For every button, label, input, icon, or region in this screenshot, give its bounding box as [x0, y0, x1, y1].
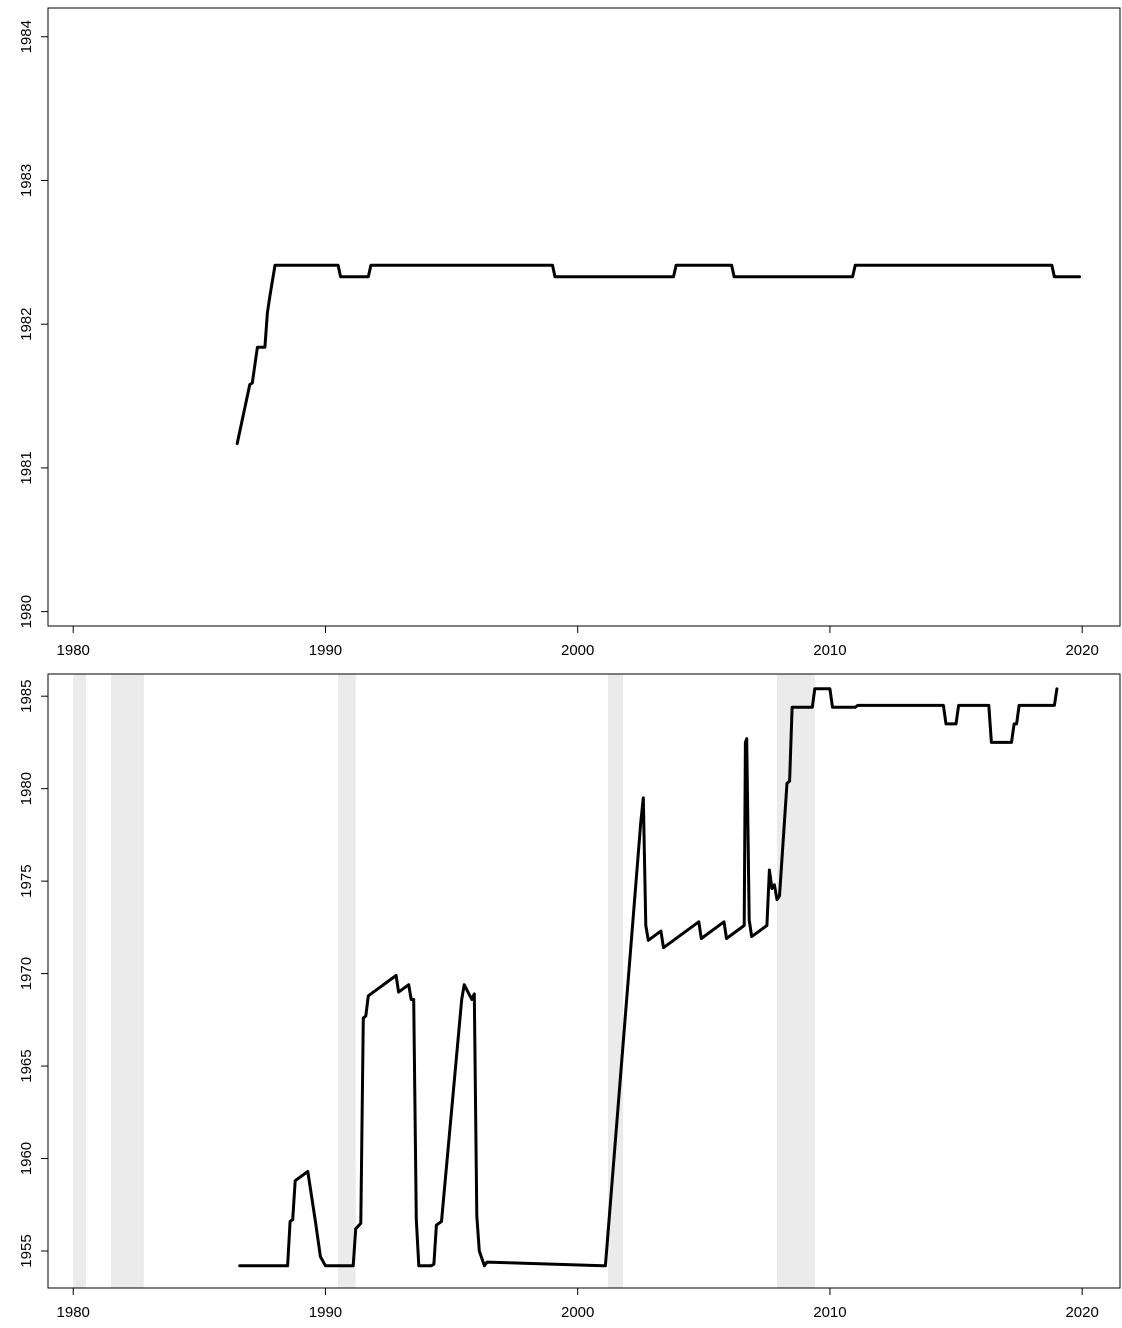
x-tick-label: 1990 — [309, 1304, 342, 1321]
y-tick-label: 1984 — [18, 20, 35, 53]
y-tick-label: 1970 — [18, 957, 35, 990]
x-tick-label: 2010 — [813, 642, 846, 659]
series-line-0 — [235, 263, 1082, 445]
plot-frame — [47, 673, 1121, 1289]
y-tick-label: 1982 — [18, 307, 35, 340]
y-tick-label: 1980 — [18, 595, 35, 628]
x-tick-label: 2000 — [561, 642, 594, 659]
x-tick-label: 1980 — [57, 1304, 90, 1321]
shaded-period-3 — [607, 674, 624, 1288]
shaded-period-0 — [73, 674, 86, 1288]
plot-frame — [47, 7, 1121, 627]
y-tick-label: 1981 — [18, 451, 35, 484]
y-tick-label: 1955 — [18, 1234, 35, 1267]
y-tick-label: 1983 — [18, 164, 35, 197]
y-tick-label: 1980 — [18, 772, 35, 805]
series-line-0 — [238, 687, 1059, 1268]
y-tick-label: 1965 — [18, 1049, 35, 1082]
shaded-period-4 — [776, 674, 815, 1288]
y-tick-label: 1985 — [18, 680, 35, 713]
x-tick-label: 1980 — [57, 642, 90, 659]
x-tick-label: 1990 — [309, 642, 342, 659]
x-tick-label: 2010 — [813, 1304, 846, 1321]
shaded-period-1 — [111, 674, 144, 1288]
x-tick-label: 2000 — [561, 1304, 594, 1321]
shaded-period-2 — [338, 674, 356, 1288]
top-line-chart: 1980 1990 2000 2010 2020 1980 1981 1982 1983 1984 — [18, 7, 1121, 659]
y-tick-label: 1960 — [18, 1142, 35, 1175]
x-tick-label: 2020 — [1065, 1304, 1098, 1321]
bottom-line-chart: 1980 1990 2000 2010 2020 1955 1960 1965 1970 1975… — [18, 673, 1121, 1321]
x-tick-label: 2020 — [1065, 642, 1098, 659]
y-tick-label: 1975 — [18, 864, 35, 897]
